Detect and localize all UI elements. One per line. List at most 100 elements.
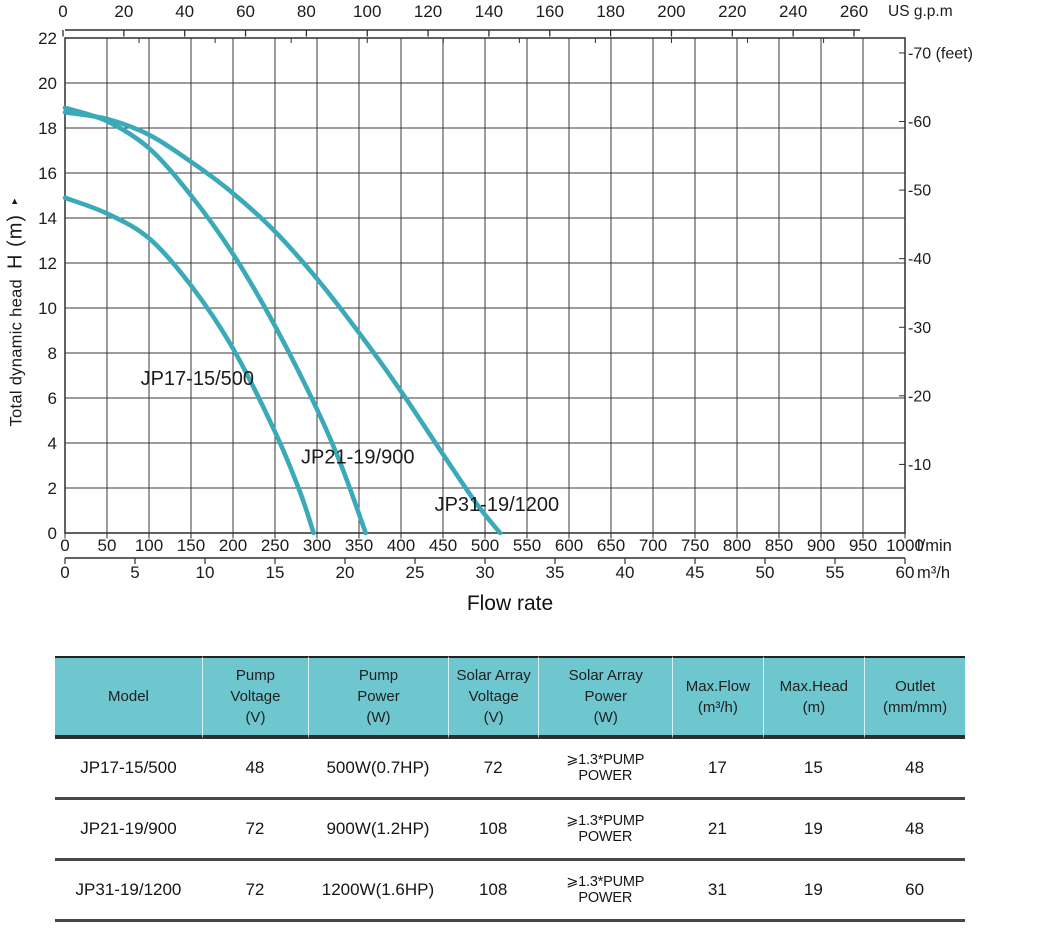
cell-model: JP31-19/1200 xyxy=(55,861,202,922)
top-axis-tick-label: 40 xyxy=(175,2,194,21)
cell-solar-array-power: ⩾1.3*PUMP POWER xyxy=(538,800,673,861)
pump-curve-chart: 0 20 40 60 80 100 120 140 160 180 200 220 240 260 US g… xyxy=(38,2,973,582)
bottom-axis-lmin: 0 50 100 150 200 250 300 350 400 450 500 550 600 650 7… xyxy=(60,533,952,555)
bottom2-axis-tick-label: 55 xyxy=(826,563,845,582)
right-axis-tick-label: -50 xyxy=(908,183,931,200)
col-header-max-flow: Max.Flow (m³/h) xyxy=(672,656,763,739)
table-row-1: JP17-15/500 48 500W(0.7HP) 72 ⩾1.3*PUMP POWE… xyxy=(55,739,965,800)
curve-label-jp21-19-900: JP21-19/900 xyxy=(301,447,414,469)
cell-pump-power: 1200W(1.6HP) xyxy=(307,861,448,922)
bottom2-axis-tick-label: 50 xyxy=(756,563,775,582)
bottom-axis-tick-label: 800 xyxy=(723,536,751,555)
col-header-pump-voltage: Pump Voltage (V) xyxy=(201,656,308,739)
top-axis-tick-label: 100 xyxy=(353,2,381,21)
bottom-axis-m3h: 0 5 10 15 20 25 30 35 40 45 50 55 60 m³/h xyxy=(60,557,950,582)
left-axis-tick-label: 12 xyxy=(38,254,57,273)
bottom-axis-tick-label: 750 xyxy=(681,536,709,555)
left-axis-tick-label: 22 xyxy=(38,29,57,48)
bottom-axis-tick-label: 200 xyxy=(219,536,247,555)
top-axis-unit: US g.p.m xyxy=(888,3,953,20)
left-axis-tick-label: 6 xyxy=(48,389,57,408)
cell-max-head: 19 xyxy=(762,861,865,922)
left-axis-tick-label: 18 xyxy=(38,119,57,138)
right-axis-tick-label: -70 (feet) xyxy=(908,45,973,62)
spec-table: Model Pump Voltage (V) Pump Power (W) Solar Arr… xyxy=(55,656,965,922)
top-axis-tick-label: 220 xyxy=(718,2,746,21)
x-axis-title: Flow rate xyxy=(466,592,554,615)
col-header-solar-array-voltage: Solar Array Voltage (V) xyxy=(447,656,539,739)
cell-pump-power: 500W(0.7HP) xyxy=(307,739,448,800)
bottom-axis-tick-label: 100 xyxy=(135,536,163,555)
bottom2-axis-tick-label: 30 xyxy=(476,563,495,582)
bottom2-axis-tick-label: 45 xyxy=(686,563,705,582)
cell-outlet: 48 xyxy=(864,800,965,861)
cell-outlet: 48 xyxy=(864,739,965,800)
left-axis-tick-label: 0 xyxy=(48,524,57,543)
top-axis-tick-label: 0 xyxy=(58,2,67,21)
cell-max-flow: 21 xyxy=(672,800,763,861)
left-axis-tick-label: 8 xyxy=(48,344,57,363)
left-axis-m: 0 2 4 6 8 10 12 14 16 18 20 22 xyxy=(38,29,57,543)
right-axis-tick-label: -60 xyxy=(908,114,931,131)
cell-solar-array-power: ⩾1.3*PUMP POWER xyxy=(538,861,673,922)
cell-model: JP21-19/900 xyxy=(55,800,202,861)
col-header-model: Model xyxy=(55,656,202,739)
cell-outlet: 60 xyxy=(864,861,965,922)
left-axis-tick-label: 2 xyxy=(48,479,57,498)
cell-solar-array-power: ⩾1.3*PUMP POWER xyxy=(538,739,673,800)
top-axis-tick-label: 60 xyxy=(236,2,255,21)
bottom2-axis-tick-label: 0 xyxy=(60,563,69,582)
cell-solar-array-voltage: 108 xyxy=(447,861,539,922)
cell-pump-voltage: 72 xyxy=(201,800,308,861)
left-axis-tick-label: 14 xyxy=(38,209,57,228)
col-header-outlet: Outlet (mm/mm) xyxy=(864,656,965,739)
top-axis-tick-label: 200 xyxy=(657,2,685,21)
y-axis-symbol: H (m) xyxy=(4,213,27,269)
top-axis-tick-label: 160 xyxy=(536,2,564,21)
bottom-axis-tick-label: 50 xyxy=(98,536,117,555)
bottom-axis-tick-label: 1000 xyxy=(886,536,924,555)
right-axis-tick-label: -40 xyxy=(908,251,931,268)
top-axis-tick-label: 120 xyxy=(414,2,442,21)
spec-table-wrap: Model Pump Voltage (V) Pump Power (W) Solar Arr… xyxy=(55,656,965,922)
cell-pump-voltage: 48 xyxy=(201,739,308,800)
bottom-axis-tick-label: 950 xyxy=(849,536,877,555)
col-header-max-head: Max.Head (m) xyxy=(762,656,865,739)
curve-label-jp17-15-500: JP17-15/500 xyxy=(141,368,254,390)
bottom-axis-tick-label: 700 xyxy=(639,536,667,555)
grid xyxy=(65,38,905,533)
bottom-axis-tick-label: 150 xyxy=(177,536,205,555)
cell-max-flow: 31 xyxy=(672,861,763,922)
bottom-axis-tick-label: 0 xyxy=(60,536,69,555)
bottom2-axis-tick-label: 25 xyxy=(406,563,425,582)
bottom-axis-tick-label: 650 xyxy=(597,536,625,555)
curve-jp21-19-900 xyxy=(62,105,368,536)
bottom-axis-unit: l/min xyxy=(917,537,952,555)
cell-pump-voltage: 72 xyxy=(201,861,308,922)
bottom-axis-tick-label: 250 xyxy=(261,536,289,555)
cell-model: JP17-15/500 xyxy=(55,739,202,800)
bottom-axis-tick-label: 500 xyxy=(471,536,499,555)
bottom2-axis-tick-label: 15 xyxy=(266,563,285,582)
bottom-axis-tick-label: 350 xyxy=(345,536,373,555)
right-axis-tick-label: -10 xyxy=(908,457,931,474)
bottom2-axis-tick-label: 20 xyxy=(336,563,355,582)
bottom2-axis-tick-label: 35 xyxy=(546,563,565,582)
top-axis-tick-label: 240 xyxy=(779,2,807,21)
bottom-axis-tick-label: 900 xyxy=(807,536,835,555)
cell-max-flow: 17 xyxy=(672,739,763,800)
top-axis-tick-label: 140 xyxy=(475,2,503,21)
y-axis-title-text: Total dynamic head xyxy=(7,278,26,427)
cell-solar-array-voltage: 72 xyxy=(447,739,539,800)
top-axis-tick-label: 260 xyxy=(840,2,868,21)
bottom-axis-tick-label: 850 xyxy=(765,536,793,555)
cell-max-head: 15 xyxy=(762,739,865,800)
top-axis-usgpm: 0 20 40 60 80 100 120 140 160 180 200 220 240 260 US g… xyxy=(58,2,953,43)
cell-solar-array-voltage: 108 xyxy=(447,800,539,861)
bottom-axis-tick-label: 600 xyxy=(555,536,583,555)
bottom-axis-tick-label: 300 xyxy=(303,536,331,555)
bottom2-axis-tick-label: 40 xyxy=(616,563,635,582)
right-axis-tick-label: -20 xyxy=(908,388,931,405)
col-header-solar-array-power: Solar Array Power (W) xyxy=(538,656,673,739)
